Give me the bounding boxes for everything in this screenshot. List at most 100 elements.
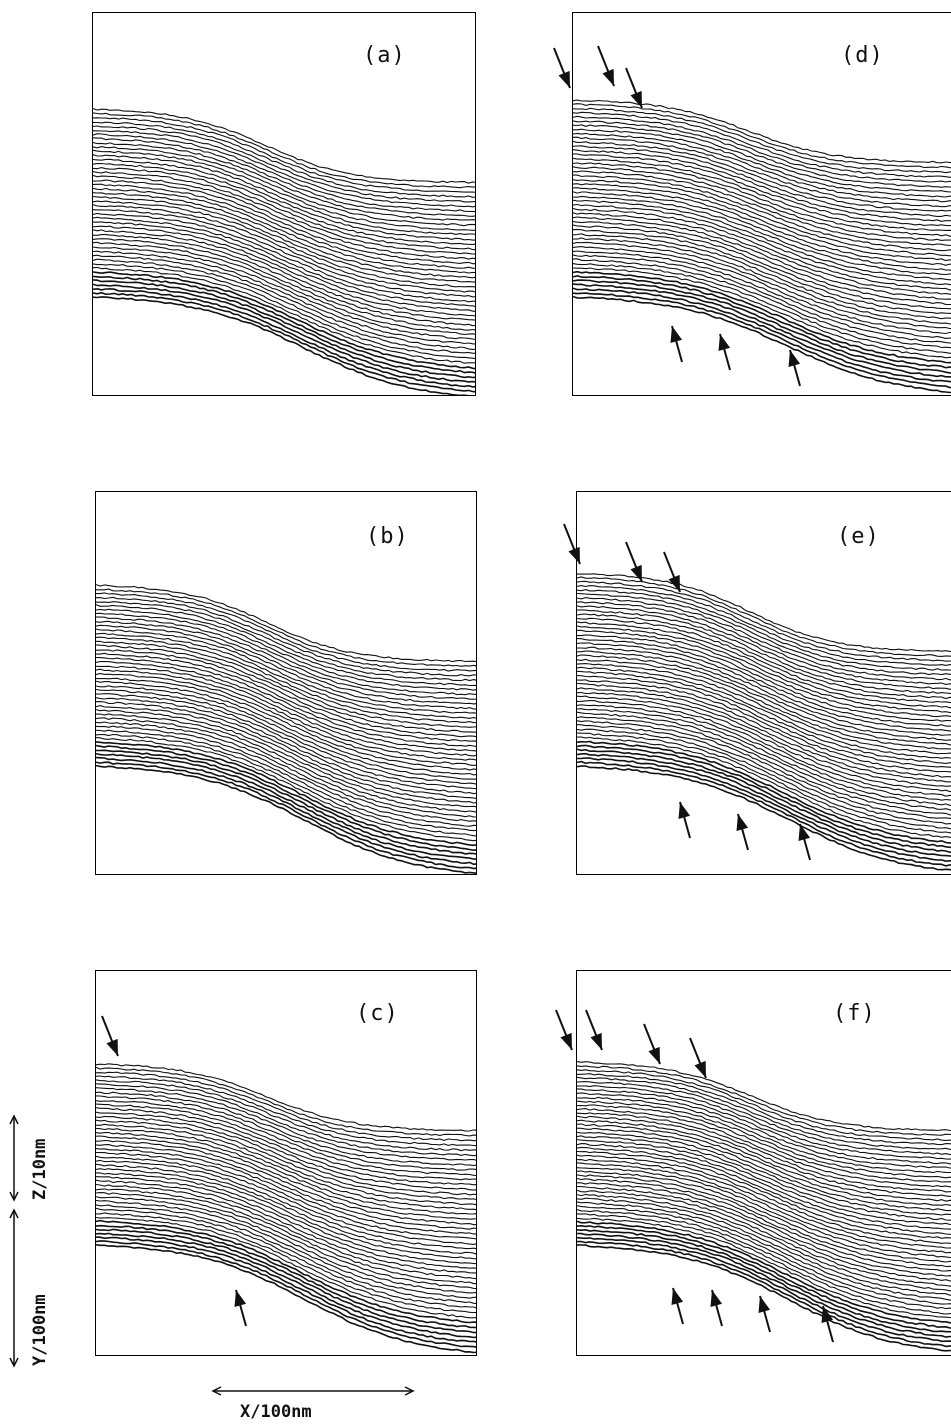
profile-line: [573, 258, 951, 349]
z-scale-bar: [9, 1114, 19, 1202]
profile-line: [93, 229, 475, 321]
profile-line: [96, 1244, 476, 1354]
profile-line: [577, 1189, 951, 1287]
y-scale-bar: [9, 1208, 19, 1368]
profile-line: [577, 1162, 951, 1254]
profile-plot-b: [96, 584, 476, 874]
profile-line: [573, 187, 951, 266]
profile-line: [96, 665, 476, 757]
profile-line: [577, 1073, 951, 1146]
profile-line: [96, 752, 476, 860]
profile-line: [577, 601, 951, 685]
profile-line: [577, 1085, 951, 1160]
profile-line: [96, 592, 476, 672]
profile-line: [573, 233, 951, 320]
profile-line: [96, 1207, 476, 1309]
profile-line: [577, 748, 951, 854]
profile-line: [577, 1131, 951, 1216]
profile-line: [93, 271, 475, 370]
profile-line: [573, 132, 951, 203]
profile-line: [577, 1146, 951, 1235]
profile-line: [96, 668, 476, 761]
profile-line: [96, 1236, 476, 1343]
profile-line: [96, 1216, 476, 1319]
profile-line: [96, 1232, 476, 1339]
profile-line: [96, 1204, 476, 1305]
profile-line: [573, 283, 951, 378]
profile-line: [96, 1083, 476, 1157]
profile-line: [96, 1135, 476, 1220]
profile-line: [96, 1155, 476, 1245]
profile-line: [577, 1220, 951, 1324]
profile-line: [96, 620, 476, 705]
profile-line: [577, 1081, 951, 1156]
profile-line: [573, 170, 951, 247]
profile-line: [577, 1208, 951, 1310]
profile-line: [577, 1197, 951, 1296]
profile-line: [96, 717, 476, 818]
profile-line: [577, 1236, 951, 1343]
profile-line: [96, 1115, 476, 1196]
panel-e: (e): [576, 491, 951, 875]
profile-line: [577, 1061, 951, 1132]
profile-plot-f: [577, 1061, 951, 1352]
panel-d: (d): [572, 12, 951, 396]
profile-line: [96, 1148, 476, 1235]
profile-line: [577, 708, 951, 806]
profile-line: [96, 1240, 476, 1348]
profile-line: [96, 601, 476, 682]
profile-line: [577, 625, 951, 714]
profile-line: [96, 764, 476, 874]
profile-line: [96, 628, 476, 714]
profile-line: [573, 237, 951, 325]
profile-line: [96, 1091, 476, 1167]
profile-line: [96, 1176, 476, 1269]
profile-line: [93, 183, 475, 270]
profile-line: [573, 270, 951, 364]
profile-line: [577, 1224, 951, 1329]
profile-line: [93, 250, 475, 345]
profile-line: [93, 171, 475, 255]
profile-line: [573, 120, 951, 188]
profile-line: [577, 670, 951, 764]
profile-line: [96, 1131, 476, 1215]
profile-line: [96, 761, 476, 870]
profile-line: [573, 274, 951, 369]
arrow-down: [555, 1009, 573, 1051]
profile-line: [96, 1119, 476, 1200]
profile-line: [577, 629, 951, 718]
profile-line: [577, 589, 951, 671]
profile-line: [96, 1100, 476, 1177]
profile-line: [577, 744, 951, 849]
profile-line: [573, 107, 951, 174]
profile-line: [96, 1111, 476, 1191]
profile-line: [573, 212, 951, 295]
profile-line: [577, 736, 951, 838]
profile-line: [93, 283, 475, 383]
profile-line: [93, 130, 475, 208]
profile-line: [577, 1108, 951, 1188]
profile-line: [93, 192, 475, 279]
profile-line: [573, 216, 951, 300]
profile-line: [96, 685, 476, 780]
profile-line: [96, 672, 476, 766]
profile-line: [573, 128, 951, 198]
profile-line: [577, 1138, 951, 1226]
profile-line: [96, 632, 476, 719]
z-axis-label: Z/10nm: [30, 1138, 50, 1200]
profile-line: [573, 145, 951, 217]
profile-line: [93, 204, 475, 293]
profile-line: [96, 1212, 476, 1314]
profile-line: [96, 1127, 476, 1211]
profile-line: [93, 158, 475, 241]
panel-label-a: (a): [363, 43, 406, 68]
profile-line: [577, 1182, 951, 1277]
profile-line: [96, 1163, 476, 1255]
panel-c: (c): [95, 970, 477, 1356]
profile-line: [96, 737, 476, 842]
profile-line: [577, 732, 951, 834]
x-scale-bar: [211, 1386, 415, 1396]
profile-line: [93, 241, 475, 336]
profile-line: [96, 656, 476, 748]
profile-line: [96, 1087, 476, 1161]
